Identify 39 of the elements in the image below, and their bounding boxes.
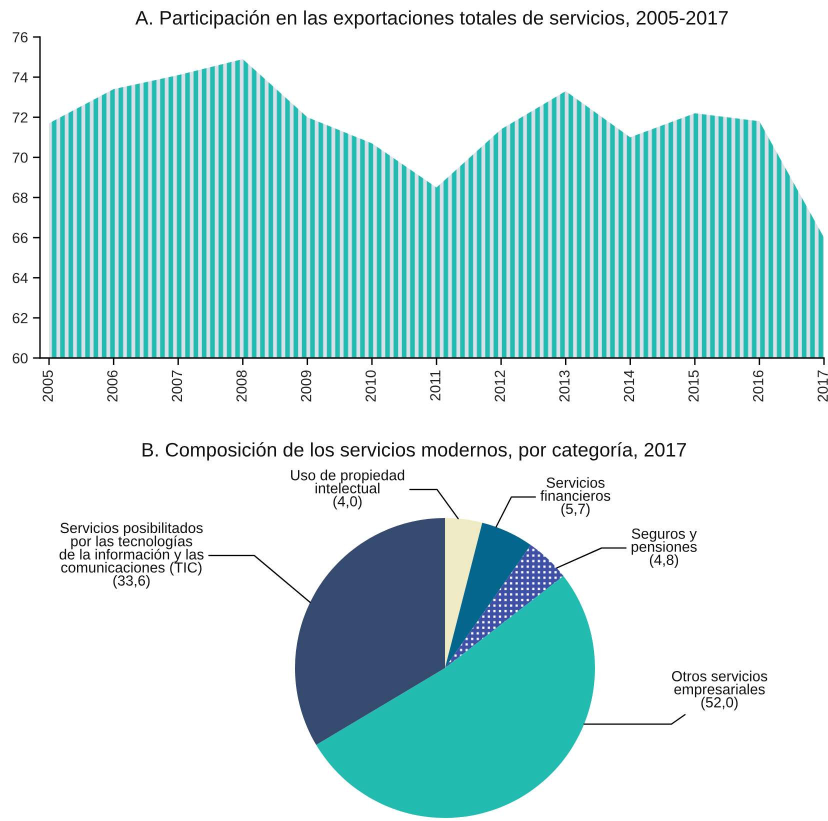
- x-tick-label: 2013: [559, 370, 570, 402]
- data-label: (33,6): [113, 574, 150, 589]
- y-tick-label: 72: [12, 112, 28, 123]
- chart-title: B. Composición de los servicios modernos, por categoría, 2017: [142, 442, 686, 460]
- y-tick-label: 66: [12, 232, 28, 244]
- x-tick-label: 2017: [818, 370, 828, 402]
- x-tick-label: 2010: [366, 370, 376, 402]
- y-tick-label: 70: [12, 152, 28, 163]
- x-tick-label: 2014: [624, 370, 634, 402]
- pie-slice: [445, 522, 531, 668]
- x-tick-label: 2006: [107, 370, 118, 402]
- x-tick-label: 2008: [236, 370, 247, 402]
- x-tick-label: 2012: [494, 370, 506, 402]
- pie-slice: [445, 544, 564, 668]
- x-tick-label: 2016: [753, 370, 764, 402]
- slice-label: Seguros y pensiones: [632, 528, 697, 555]
- slice-label: Otros servicios empresariales: [672, 670, 768, 698]
- x-tick-label: 2009: [300, 370, 312, 402]
- data-label: (5,7): [561, 503, 590, 517]
- data-label: (52,0): [701, 696, 738, 710]
- pie-slice: [316, 576, 595, 818]
- x-tick-label: 2005: [42, 370, 53, 402]
- slice-label: Uso de propiedad intelectual: [291, 470, 404, 494]
- x-tick-label: 2011: [430, 370, 440, 400]
- x-tick-label: 2015: [688, 370, 699, 402]
- slice-label: Servicios financieros: [540, 477, 610, 501]
- pie-slice: [445, 518, 482, 668]
- y-tick-label: 76: [12, 32, 28, 42]
- y-tick-label: 68: [12, 192, 28, 203]
- slice-label: Servicios posibilitados por las tecnologías de la información y las comunicaciones (TIC): [60, 522, 204, 576]
- chart-title: A. Participación en las exportaciones totales de servicios, 2005-2017: [135, 10, 728, 29]
- y-tick-label: 62: [12, 312, 28, 324]
- y-tick-label: 60: [12, 353, 28, 364]
- pie-slice: [295, 518, 445, 745]
- data-label: (4,8): [650, 554, 678, 568]
- x-tick-label: 2007: [172, 370, 182, 402]
- y-tick-label: 64: [12, 272, 28, 284]
- y-tick-label: 74: [12, 72, 28, 82]
- data-label: (4,0): [333, 496, 362, 510]
